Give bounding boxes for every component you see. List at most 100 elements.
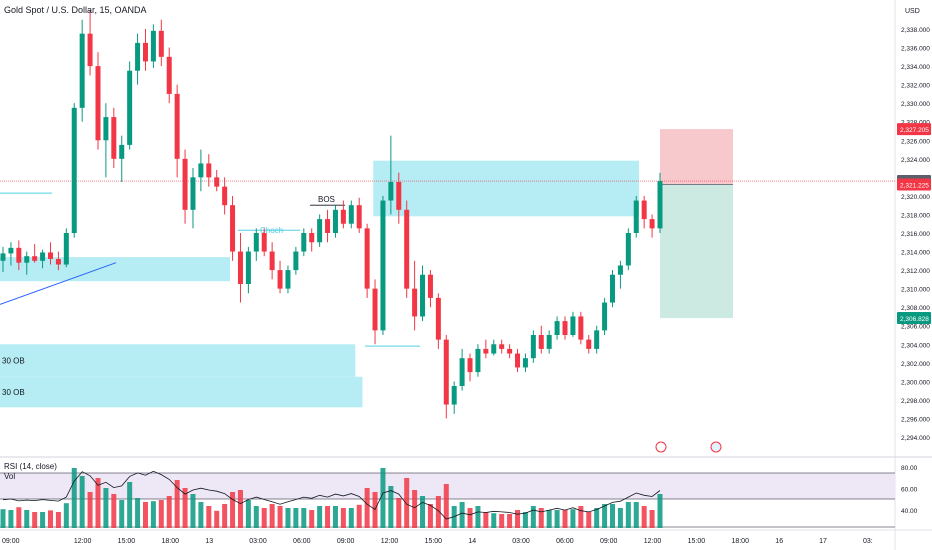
price-badge-label: 2,327.205 bbox=[900, 127, 929, 134]
candle-body bbox=[182, 158, 188, 210]
volume-bar bbox=[285, 508, 291, 528]
price-tick-label: 2,334.000 bbox=[901, 64, 930, 71]
volume-bar bbox=[230, 492, 236, 528]
candle-body bbox=[166, 56, 172, 94]
volume-bar bbox=[317, 506, 323, 528]
candle-body bbox=[475, 348, 481, 373]
candle-body bbox=[142, 42, 148, 62]
candle-body bbox=[649, 219, 655, 229]
candle-body bbox=[325, 219, 331, 233]
volume-bar bbox=[467, 508, 473, 528]
volume-bar bbox=[24, 510, 30, 528]
rsi-line bbox=[2, 470, 661, 520]
volume-bar bbox=[610, 504, 616, 528]
volume-bar bbox=[127, 482, 133, 528]
candle-body bbox=[32, 256, 38, 261]
time-tick-label: 06:00 bbox=[293, 538, 311, 545]
candle-body bbox=[586, 339, 592, 349]
candle-body bbox=[230, 205, 236, 252]
time-tick-label: 09:00 bbox=[2, 538, 20, 545]
candle-body bbox=[63, 233, 69, 265]
price-tick-label: 2,336.000 bbox=[901, 46, 930, 53]
candle-body bbox=[245, 251, 251, 284]
candle-body bbox=[530, 335, 536, 359]
candle-body bbox=[127, 70, 133, 145]
volume-bar bbox=[142, 502, 148, 528]
candle-body bbox=[380, 200, 386, 331]
take-profit-zone bbox=[660, 184, 733, 319]
volume-bar bbox=[649, 510, 655, 528]
volume-bar bbox=[79, 476, 85, 528]
candle-body bbox=[158, 30, 164, 57]
price-tick-label: 2,330.000 bbox=[901, 101, 930, 108]
candle-body bbox=[198, 163, 204, 178]
order-block-zone bbox=[0, 376, 363, 408]
order-block-zone bbox=[373, 160, 640, 217]
candle-body bbox=[546, 335, 552, 349]
volume-bar bbox=[150, 501, 156, 528]
candle-body bbox=[103, 117, 109, 141]
candle-body bbox=[87, 33, 93, 67]
volume-bar bbox=[420, 496, 426, 528]
candle-body bbox=[269, 251, 275, 271]
volume-bar bbox=[554, 510, 560, 528]
candle-body bbox=[277, 270, 283, 289]
volume-bar bbox=[63, 503, 69, 528]
price-tick-label: 2,326.000 bbox=[901, 138, 930, 145]
candle-body bbox=[364, 228, 370, 289]
candle-body bbox=[617, 265, 623, 275]
candle-body bbox=[309, 233, 315, 243]
candle-body bbox=[135, 42, 141, 71]
candle-body bbox=[119, 144, 125, 159]
time-tick-label: 06:00 bbox=[556, 538, 574, 545]
candle-body bbox=[491, 344, 497, 354]
rsi-label: RSI (14, close) bbox=[4, 462, 57, 471]
candle-body bbox=[285, 270, 291, 289]
price-tick-label: 2,320.000 bbox=[901, 194, 930, 201]
price-badge bbox=[897, 123, 931, 136]
volume-bar bbox=[412, 490, 418, 528]
volume-bar bbox=[332, 506, 338, 528]
candle-body bbox=[554, 321, 560, 335]
volume-bar bbox=[166, 496, 172, 528]
candle-body bbox=[150, 30, 156, 62]
volume-bar bbox=[475, 506, 481, 528]
candle-body bbox=[293, 251, 299, 271]
price-tick-label: 2,314.000 bbox=[901, 250, 930, 257]
volume-bar bbox=[182, 488, 188, 528]
time-tick-label: 18:00 bbox=[162, 538, 180, 545]
time-tick-label: 15:00 bbox=[688, 538, 706, 545]
candle-body bbox=[71, 107, 77, 233]
trend-line bbox=[0, 262, 117, 305]
volume-bar bbox=[562, 510, 568, 528]
chart-title: Gold Spot / U.S. Dollar, 15, OANDA bbox=[4, 5, 147, 15]
price-tick-label: 2,294.000 bbox=[901, 435, 930, 442]
candle-body bbox=[388, 182, 394, 201]
volume-bar bbox=[95, 478, 101, 528]
volume-bar bbox=[135, 498, 141, 528]
candle-body bbox=[483, 348, 489, 354]
price-tick-label: 2,324.000 bbox=[901, 157, 930, 164]
volume-bar bbox=[119, 500, 125, 528]
candle-body bbox=[317, 219, 323, 243]
candle-body bbox=[0, 253, 6, 261]
candle-body bbox=[522, 358, 528, 368]
price-badge-label: 2,306.828 bbox=[900, 316, 929, 323]
time-tick-label: 15:00 bbox=[118, 538, 136, 545]
price-badge-label: 2,321.225 bbox=[900, 183, 929, 190]
volume-bar bbox=[111, 494, 117, 528]
volume-bar bbox=[546, 510, 552, 528]
volume-bar bbox=[253, 506, 259, 528]
price-tick-label: 2,338.000 bbox=[901, 27, 930, 34]
time-tick-label: 09:00 bbox=[600, 538, 618, 545]
order-block-zone bbox=[0, 344, 356, 377]
volume-bar bbox=[507, 514, 513, 528]
candle-body bbox=[538, 335, 544, 349]
volume-bar bbox=[261, 508, 267, 528]
candle-body bbox=[657, 181, 663, 229]
order-block-label: 30 OB bbox=[2, 388, 25, 397]
volume-bar bbox=[293, 508, 299, 528]
volume-bar bbox=[633, 502, 639, 528]
volume-bar bbox=[570, 509, 576, 528]
